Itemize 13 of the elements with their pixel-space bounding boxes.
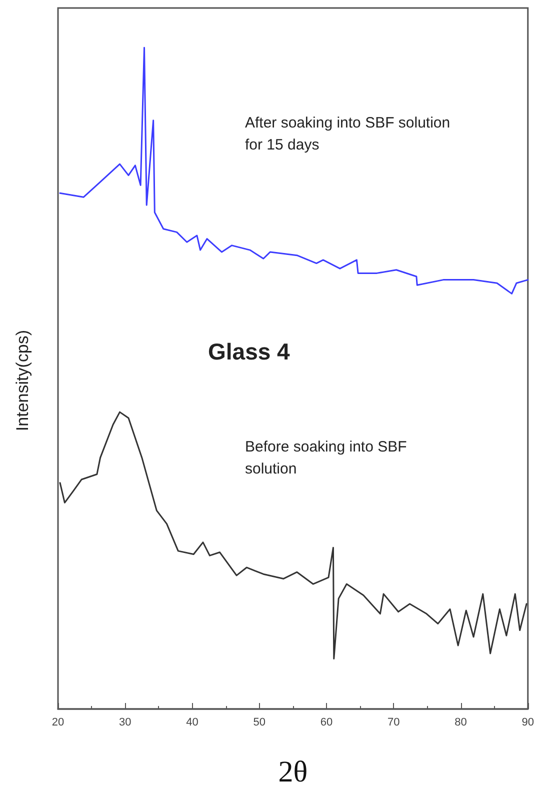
annotation: After soaking into SBF solution for 15 days [245,114,454,154]
y-axis-title: Intensity(cps) [13,330,32,432]
x-tick-label: 40 [186,716,198,728]
x-tick-label: 60 [320,716,333,728]
annotation: Glass 4 [208,338,290,364]
x-tick-label: 20 [52,716,64,728]
x-tick-label: 30 [119,716,132,728]
x-tick-label: 50 [253,716,266,728]
x-tick-label: 70 [388,716,400,728]
annotation: Before soaking into SBF solution [245,438,411,478]
x-axis-title: 2θ [278,756,308,788]
x-tick-label: 90 [522,716,534,728]
x-tick-label: 80 [454,716,467,728]
